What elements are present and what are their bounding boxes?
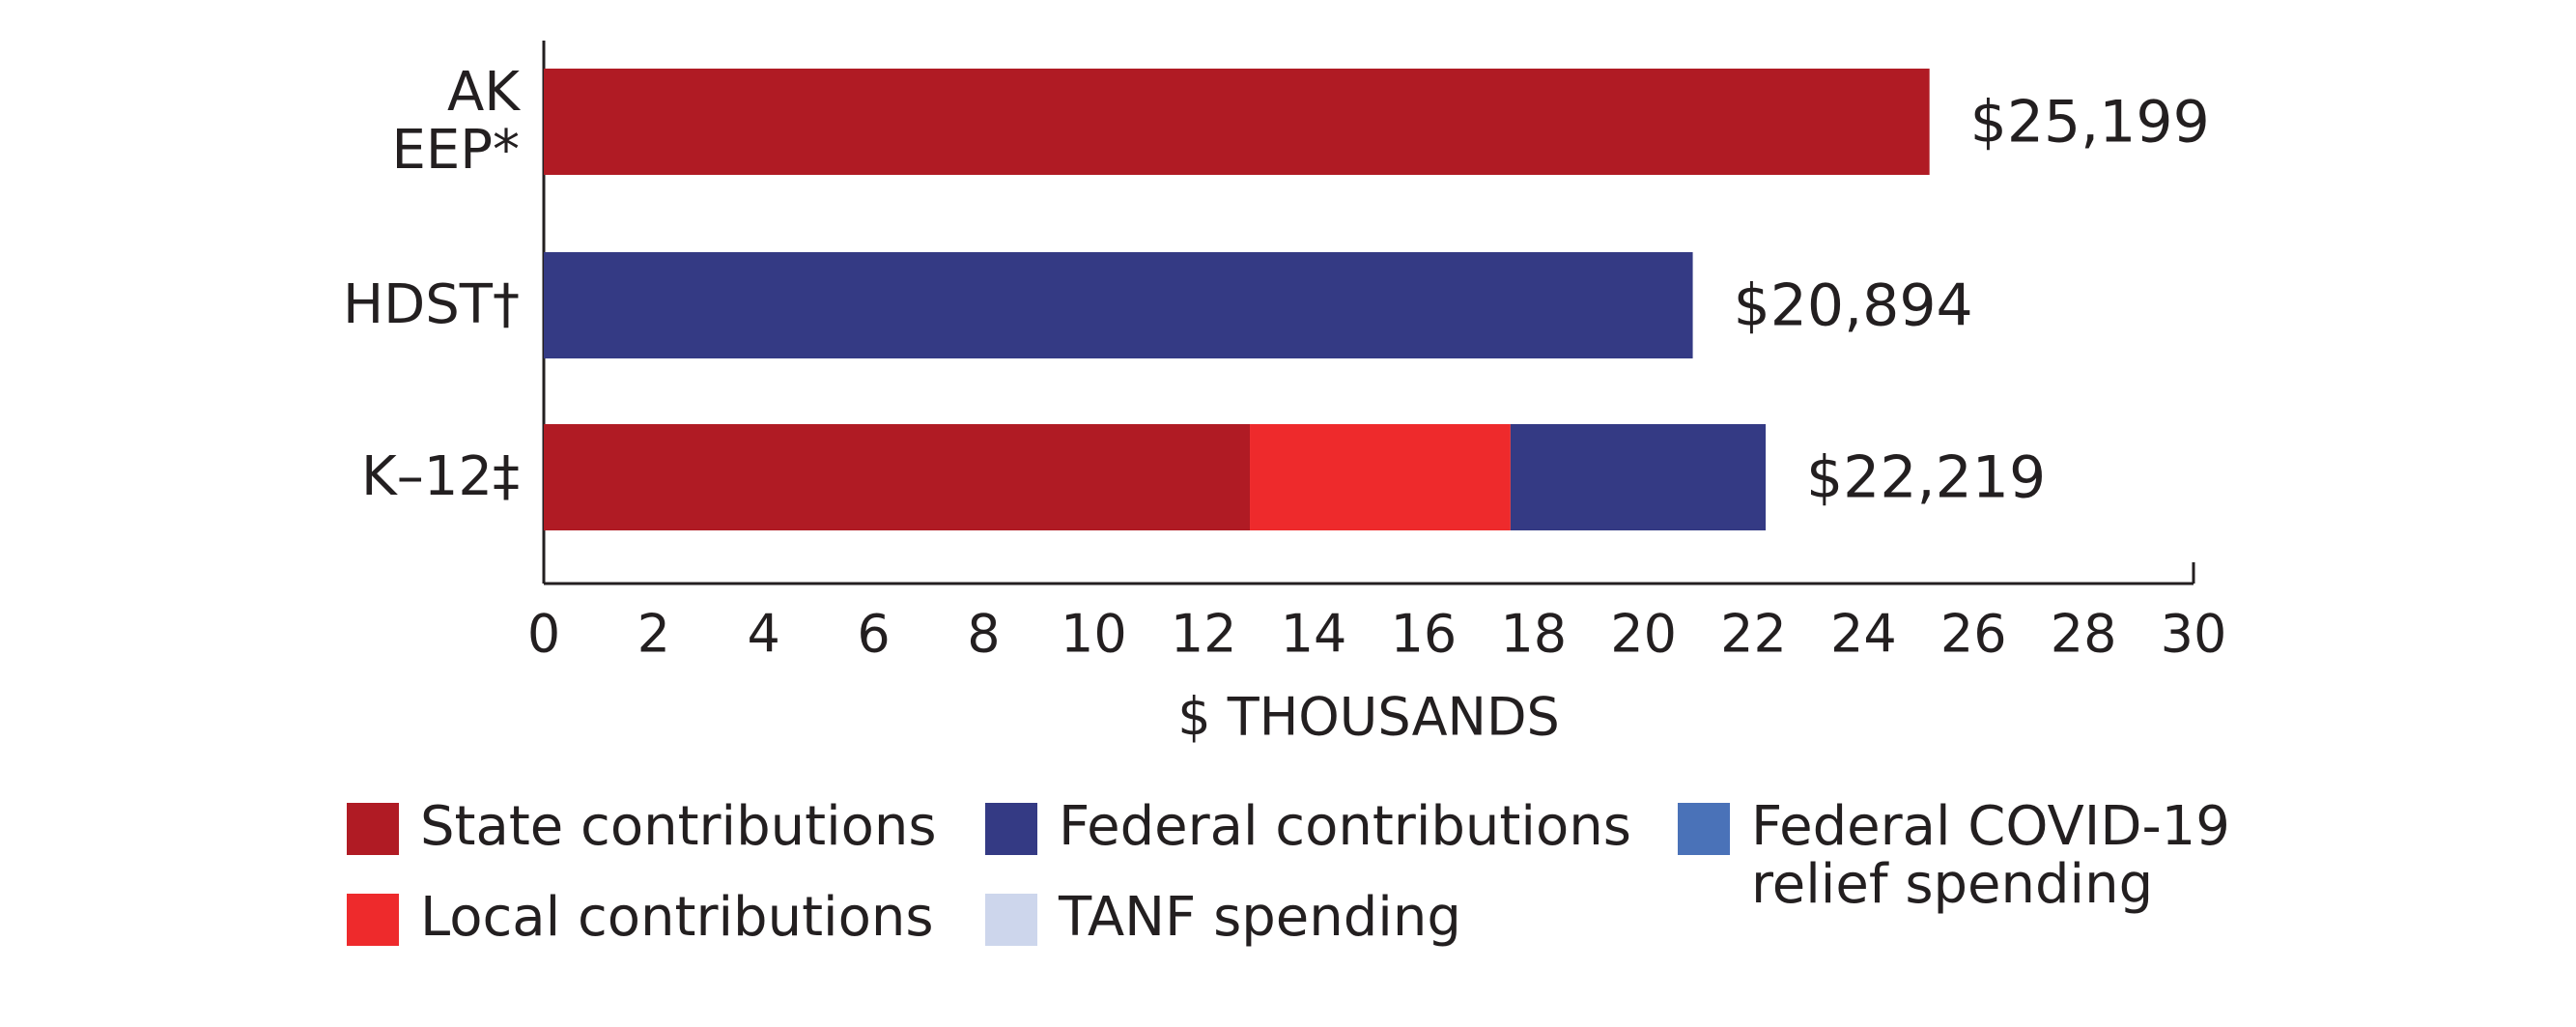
x-tick-label: 30 bbox=[2161, 604, 2227, 665]
x-tick-label: 22 bbox=[1720, 604, 1787, 665]
legend-label: TANF spending bbox=[1059, 886, 1461, 949]
legend-label: Federal COVID-19 relief spending bbox=[1751, 795, 2230, 917]
category-label: HDST† bbox=[343, 273, 520, 336]
legend-swatch bbox=[1678, 803, 1730, 855]
bar-segment bbox=[544, 69, 1930, 175]
x-tick-label: 4 bbox=[748, 604, 780, 665]
legend-swatch bbox=[985, 803, 1037, 855]
legend-label: State contributions bbox=[420, 795, 937, 858]
bar-segment bbox=[1510, 424, 1767, 530]
legend-swatch bbox=[985, 894, 1037, 946]
x-tick-label: 24 bbox=[1830, 604, 1897, 665]
x-tick-label: 26 bbox=[1940, 604, 2007, 665]
category-label: AK EEP* bbox=[391, 60, 520, 182]
bar-segment bbox=[544, 424, 1251, 530]
legend-label: Federal contributions bbox=[1059, 795, 1631, 858]
x-tick-label: 8 bbox=[967, 604, 1000, 665]
x-tick-label: 28 bbox=[2051, 604, 2117, 665]
x-tick-label: 12 bbox=[1171, 604, 1237, 665]
total-label: $25,199 bbox=[1970, 89, 2210, 157]
category-label: K–12‡ bbox=[361, 445, 520, 508]
x-tick-label: 6 bbox=[857, 604, 890, 665]
total-label: $20,894 bbox=[1734, 272, 1973, 340]
x-tick-label: 0 bbox=[527, 604, 560, 665]
legend-label: Local contributions bbox=[420, 886, 934, 949]
x-axis-title: $ THOUSANDS bbox=[1177, 687, 1560, 748]
x-tick-label: 18 bbox=[1500, 604, 1567, 665]
bar-segment bbox=[1250, 424, 1511, 530]
bar-segment bbox=[544, 252, 1693, 358]
x-tick-label: 16 bbox=[1391, 604, 1458, 665]
x-tick-label: 10 bbox=[1061, 604, 1127, 665]
x-tick-label: 14 bbox=[1281, 604, 1347, 665]
x-tick-label: 2 bbox=[637, 604, 670, 665]
legend-swatch bbox=[347, 803, 399, 855]
total-label: $22,219 bbox=[1806, 444, 2046, 512]
legend-swatch bbox=[347, 894, 399, 946]
x-tick-label: 20 bbox=[1610, 604, 1677, 665]
